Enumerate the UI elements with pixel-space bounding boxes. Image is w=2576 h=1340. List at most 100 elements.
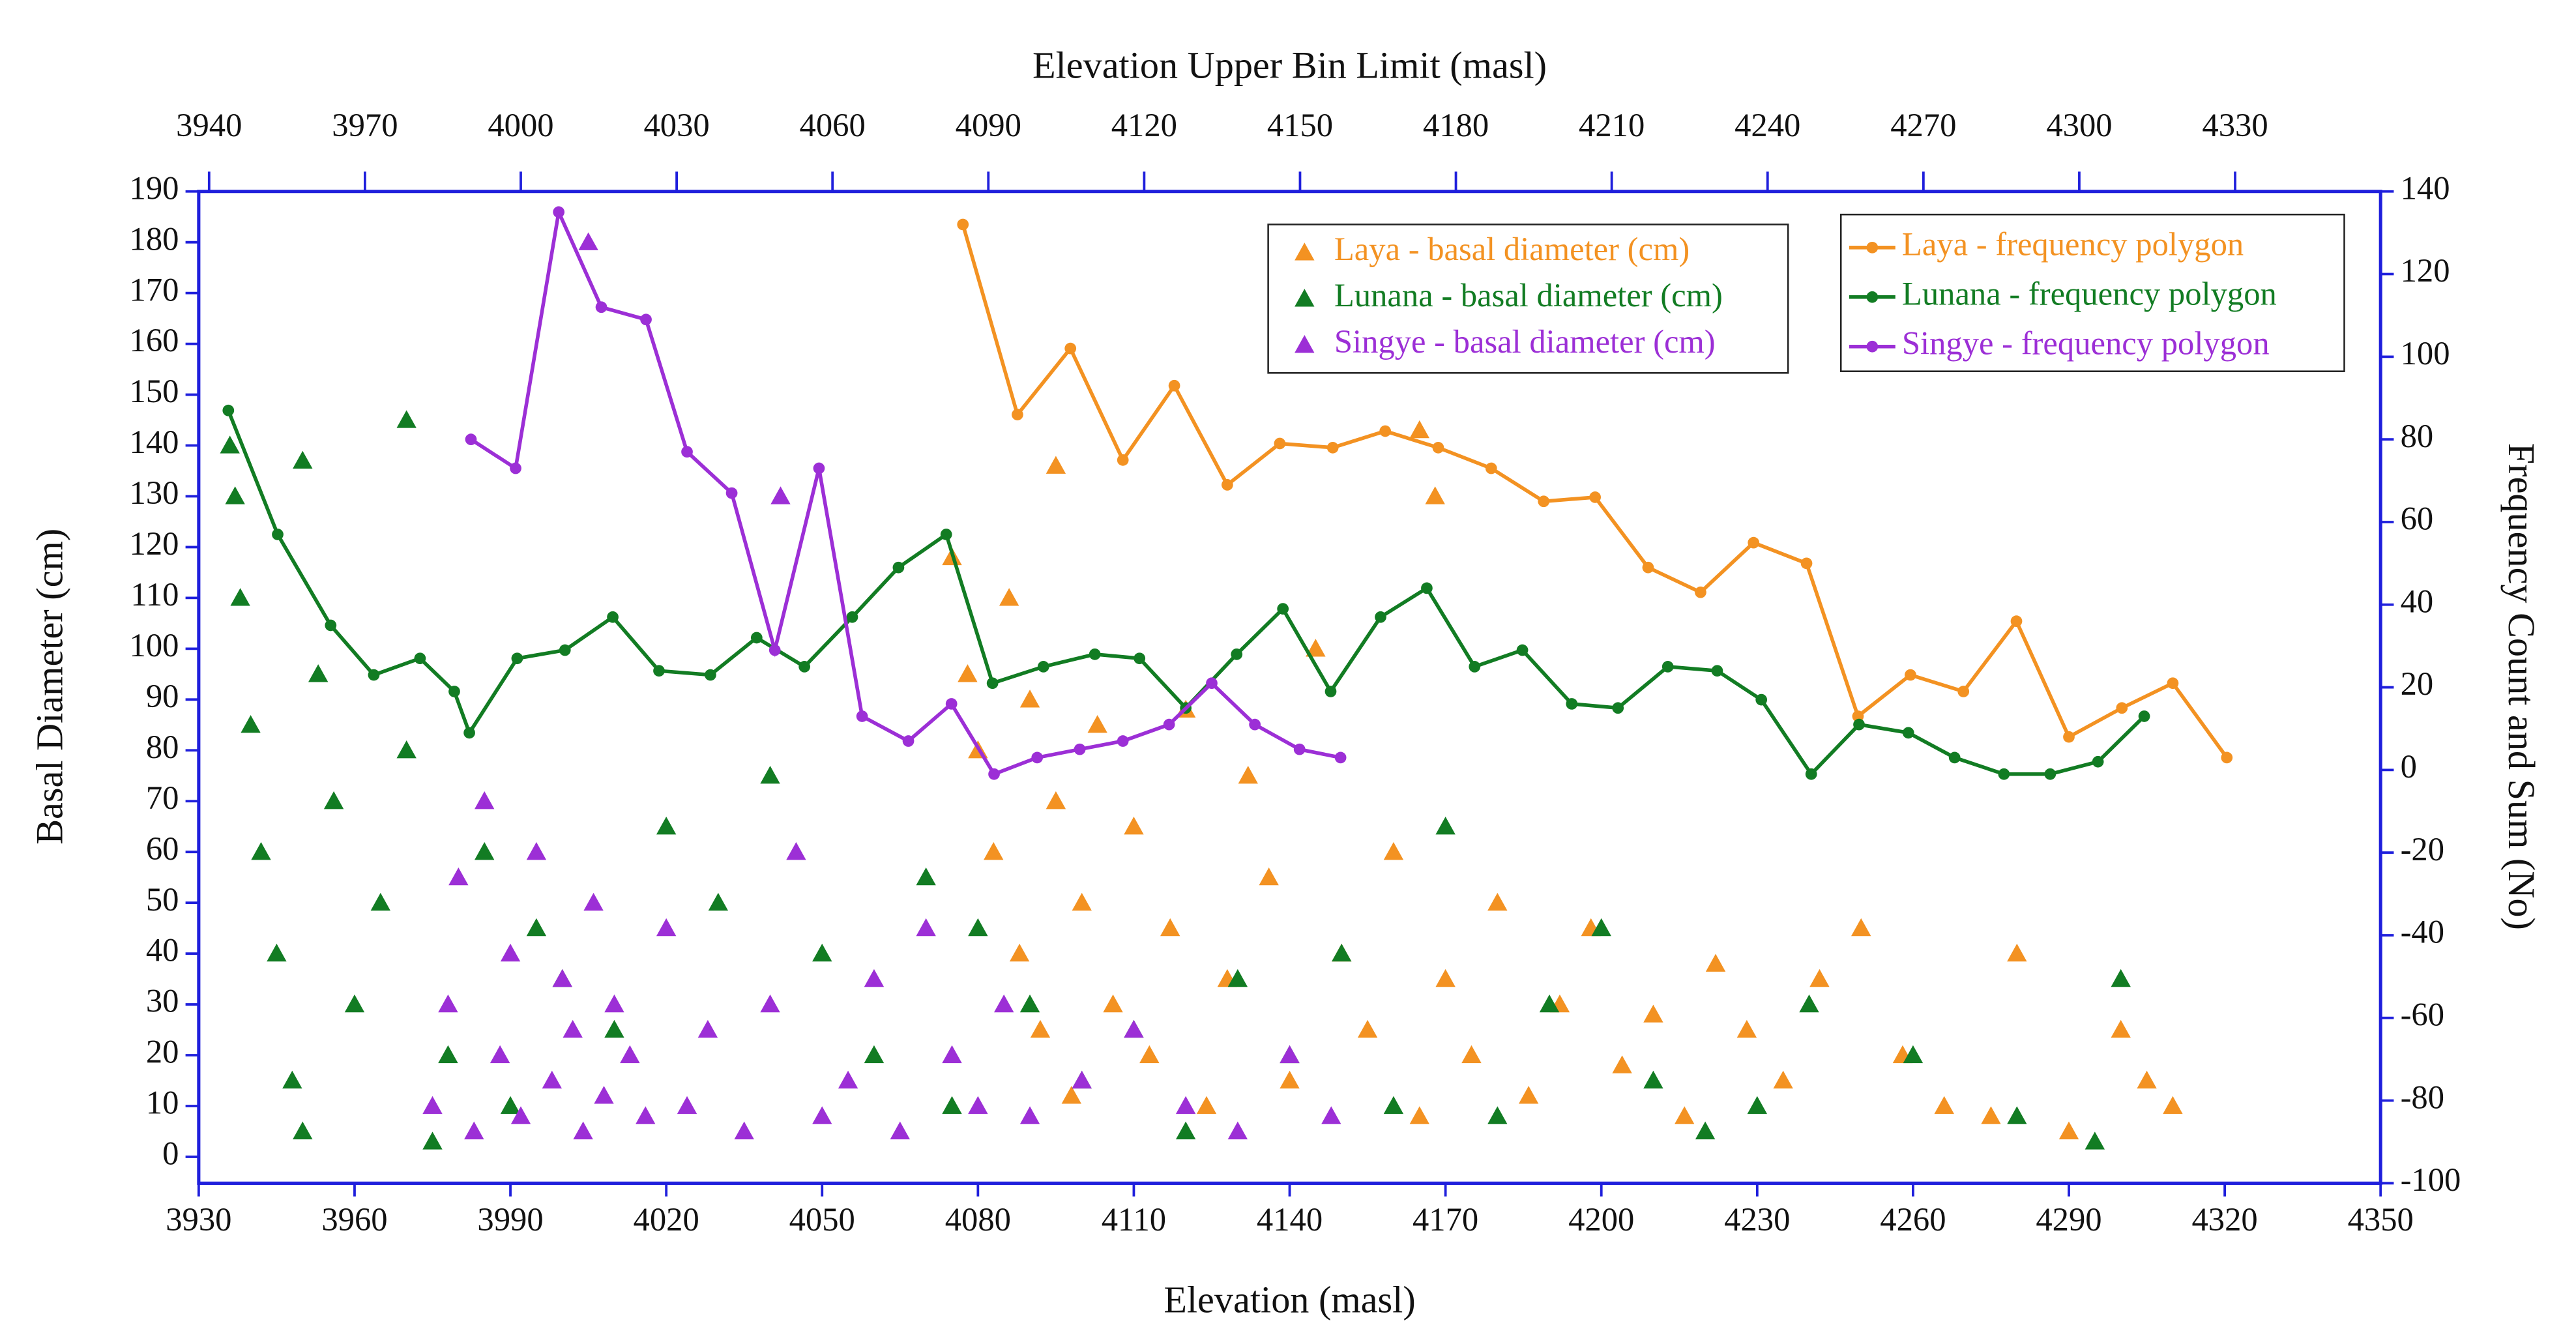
polygon-point: [1948, 751, 1961, 764]
scatter-point: [1487, 1106, 1508, 1124]
y2-tick-label: 40: [2401, 583, 2434, 619]
scatter-point: [344, 994, 365, 1013]
scatter-point: [942, 1096, 962, 1114]
scatter-point: [1851, 918, 1871, 937]
x2-tick-label: 3970: [332, 107, 398, 143]
x-tick-label: 3990: [477, 1201, 543, 1238]
polygon-point: [1293, 743, 1306, 755]
polygon-point: [653, 665, 665, 677]
scatter-point: [1705, 954, 1726, 972]
scatter-point: [697, 1019, 718, 1038]
scatter-point: [916, 918, 936, 937]
scatter-point: [438, 994, 458, 1013]
polygon-point: [1800, 557, 1813, 570]
scatter-point: [500, 943, 521, 962]
scatter-point: [984, 841, 1004, 860]
polygon-point: [1421, 582, 1433, 594]
polygon-point: [1274, 437, 1286, 450]
x-tick-label: 4230: [1724, 1201, 1790, 1238]
polygon-point: [2167, 677, 2179, 690]
y-tick-label: 0: [162, 1135, 179, 1172]
legend-label: Singye - frequency polygon: [1902, 325, 2270, 361]
y-tick-label: 110: [130, 576, 179, 613]
y2-tick-label: 80: [2401, 418, 2434, 454]
scatter-point: [563, 1019, 583, 1038]
y2-tick-label: -60: [2401, 996, 2444, 1032]
x-tick-label: 4050: [789, 1201, 855, 1238]
polygon-point: [798, 661, 811, 673]
y2-tick-label: -100: [2401, 1161, 2461, 1198]
y-tick-label: 160: [130, 322, 179, 358]
scatter-point: [1009, 943, 1030, 962]
legend-marker: [1295, 242, 1315, 261]
scatter-point: [1238, 766, 1258, 784]
scatter-point: [578, 232, 598, 250]
scatter-point: [1280, 1070, 1300, 1089]
scatter-point: [1280, 1045, 1300, 1064]
polygon-point: [1661, 661, 1674, 673]
scatter-point: [267, 943, 287, 962]
scatter-point: [1103, 994, 1123, 1013]
y2-tick-label: 20: [2401, 665, 2434, 702]
polygon-point: [465, 433, 477, 446]
polygon-point: [1612, 702, 1624, 714]
scatter-point: [1332, 943, 1352, 962]
scatter-point: [916, 867, 936, 886]
y-tick-label: 90: [146, 678, 179, 714]
polygon-point: [1277, 603, 1289, 615]
polygon-point: [1031, 751, 1044, 764]
x2-tick-label: 4000: [488, 107, 553, 143]
polygon-point: [1748, 536, 1760, 549]
scatter-point: [656, 816, 677, 835]
scatter-point: [2085, 1131, 2105, 1150]
scatter-point: [1435, 816, 1456, 835]
legend-box: [1839, 213, 2345, 372]
polygon-point: [1222, 479, 1233, 491]
scatter-point: [770, 486, 791, 504]
scatter-point: [526, 918, 547, 937]
scatter-point: [510, 1106, 531, 1124]
scatter-point: [1409, 420, 1429, 439]
scatter-point: [542, 1070, 563, 1089]
polygon-point: [2221, 751, 2233, 764]
scatter-point: [1030, 1019, 1051, 1038]
scatter-point: [323, 791, 344, 809]
scatter-point: [942, 1045, 962, 1064]
scatter-point: [1809, 969, 1830, 987]
polygon-point: [1516, 644, 1529, 656]
scatter-point: [1425, 486, 1445, 504]
y-tick-label: 140: [130, 424, 179, 460]
scatter-point: [864, 1045, 885, 1064]
scatter-point: [1383, 841, 1404, 860]
y2-tick-label: -40: [2401, 914, 2444, 950]
y2-tick-label: 140: [2401, 169, 2450, 206]
scatter-point: [282, 1070, 302, 1089]
x-tick-label: 4320: [2191, 1201, 2257, 1238]
frequency-polygon: [469, 205, 1341, 777]
x-axis-title: Elevation (masl): [1164, 1279, 1415, 1321]
scatter-point: [1461, 1045, 1482, 1064]
scatter-point: [999, 588, 1019, 606]
scatter-point: [1773, 1070, 1793, 1089]
x2-tick-label: 4090: [956, 107, 1021, 143]
scatter-point: [552, 969, 572, 987]
polygon-point: [1538, 495, 1550, 508]
polygon-point: [750, 632, 763, 644]
scatter-point: [708, 892, 729, 911]
scatter-point: [251, 841, 271, 860]
scatter-point: [1072, 892, 1092, 911]
polygon-point: [1117, 454, 1129, 466]
x-tick-label: 4260: [1880, 1201, 1946, 1238]
polygon-point: [1998, 768, 2010, 780]
y-tick-label: 70: [146, 779, 179, 816]
scatter-point: [864, 969, 885, 987]
scatter-point: [1903, 1045, 1924, 1064]
polygon-point: [559, 644, 571, 656]
scatter-point: [1160, 918, 1180, 937]
legend-marker: [1295, 335, 1315, 353]
polygon-point: [1642, 561, 1654, 574]
legend-label: Lunana - basal diameter (cm): [1334, 277, 1723, 313]
polygon-point: [1755, 693, 1768, 706]
polygon-point: [1589, 491, 1602, 503]
